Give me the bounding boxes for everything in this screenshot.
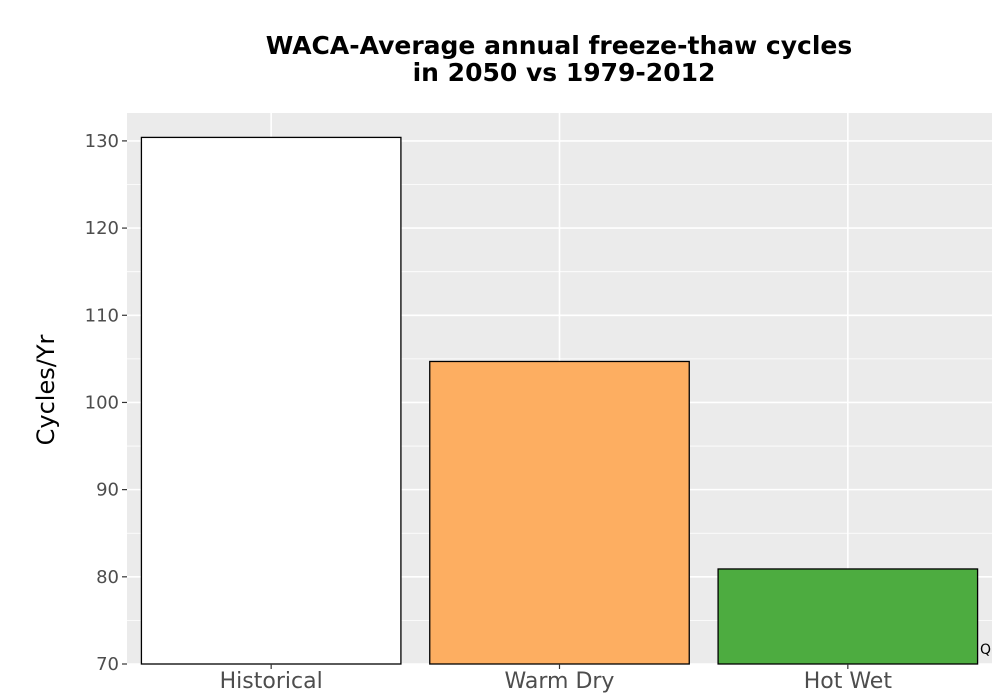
- y-tick-label: 80: [96, 567, 119, 588]
- x-tick-label: Warm Dry: [505, 669, 615, 694]
- x-tick-label: Hot Wet: [804, 669, 893, 694]
- x-axis: Historical Warm Dry Hot Wet: [220, 664, 893, 694]
- y-tick-label: 70: [96, 654, 119, 675]
- y-tick-label: 120: [85, 218, 119, 239]
- y-axis: 70 80 90 100 110 120 130: [85, 131, 127, 675]
- bar-hot-wet: [717, 568, 979, 665]
- chart-title-line-2: in 2050 vs 1979-2012: [413, 58, 716, 87]
- bars-group: [140, 136, 979, 665]
- y-axis-label: Cycles/Yr: [32, 335, 60, 446]
- bar-historical: [140, 136, 402, 665]
- y-tick-label: 100: [85, 392, 119, 413]
- corner-note: Q: [980, 642, 991, 658]
- y-tick-label: 130: [85, 131, 119, 152]
- y-tick-label: 90: [96, 480, 119, 501]
- chart-title-line-1: WACA-Average annual freeze-thaw cycles: [266, 31, 853, 60]
- x-tick-label: Historical: [220, 669, 323, 694]
- y-tick-label: 110: [85, 305, 119, 326]
- bar-warm-dry: [429, 360, 690, 665]
